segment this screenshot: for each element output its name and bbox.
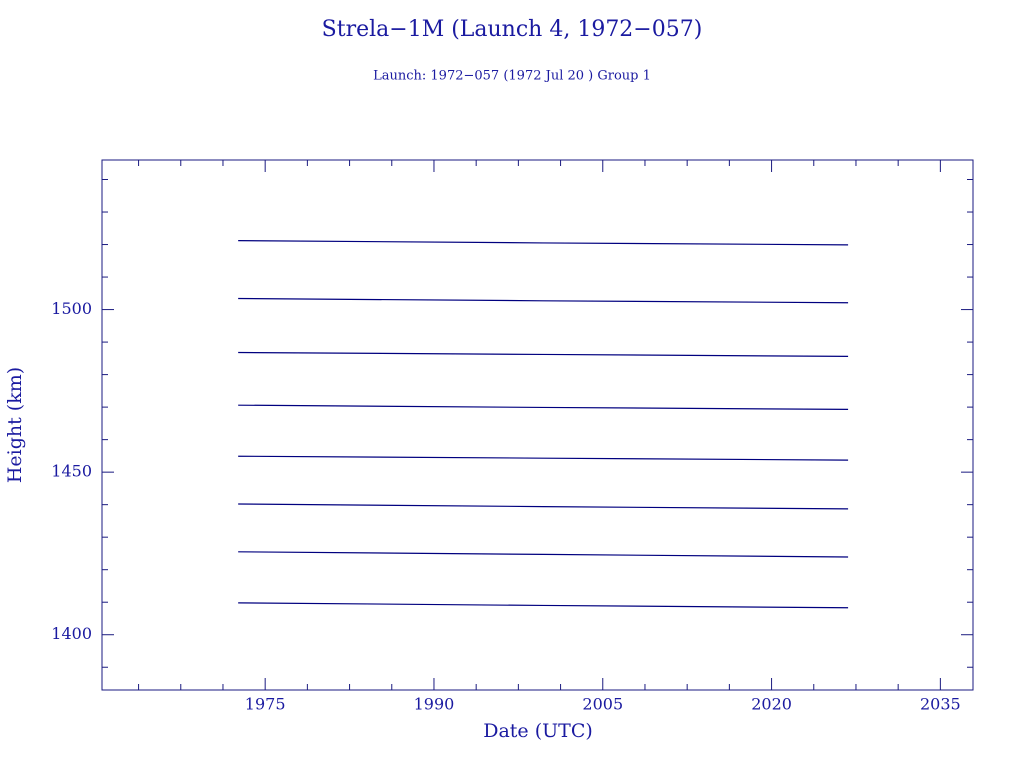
orbit-line	[238, 240, 849, 246]
orbit-line	[238, 455, 849, 461]
orbit-line	[238, 551, 849, 558]
x-tick-label: 2005	[582, 695, 623, 714]
chart-subtitle: Launch: 1972−057 (1972 Jul 20 ) Group 1	[373, 69, 651, 84]
y-tick-label: 1500	[51, 299, 92, 318]
y-axis-label: Height (km)	[4, 367, 26, 483]
y-tick-label: 1450	[51, 462, 92, 481]
orbit-line	[238, 297, 849, 304]
x-tick-label: 2035	[920, 695, 961, 714]
orbit-line	[238, 351, 849, 357]
orbit-line	[238, 602, 849, 609]
orbit-line	[238, 503, 849, 510]
x-tick-label: 2020	[751, 695, 792, 714]
x-axis-label: Date (UTC)	[483, 720, 593, 742]
chart-title: Strela−1M (Launch 4, 1972−057)	[322, 17, 703, 42]
orbit-line	[238, 404, 849, 410]
x-tick-label: 1990	[414, 695, 455, 714]
y-tick-label: 1400	[51, 624, 92, 643]
plot-frame	[101, 159, 974, 691]
x-tick-label: 1975	[245, 695, 286, 714]
